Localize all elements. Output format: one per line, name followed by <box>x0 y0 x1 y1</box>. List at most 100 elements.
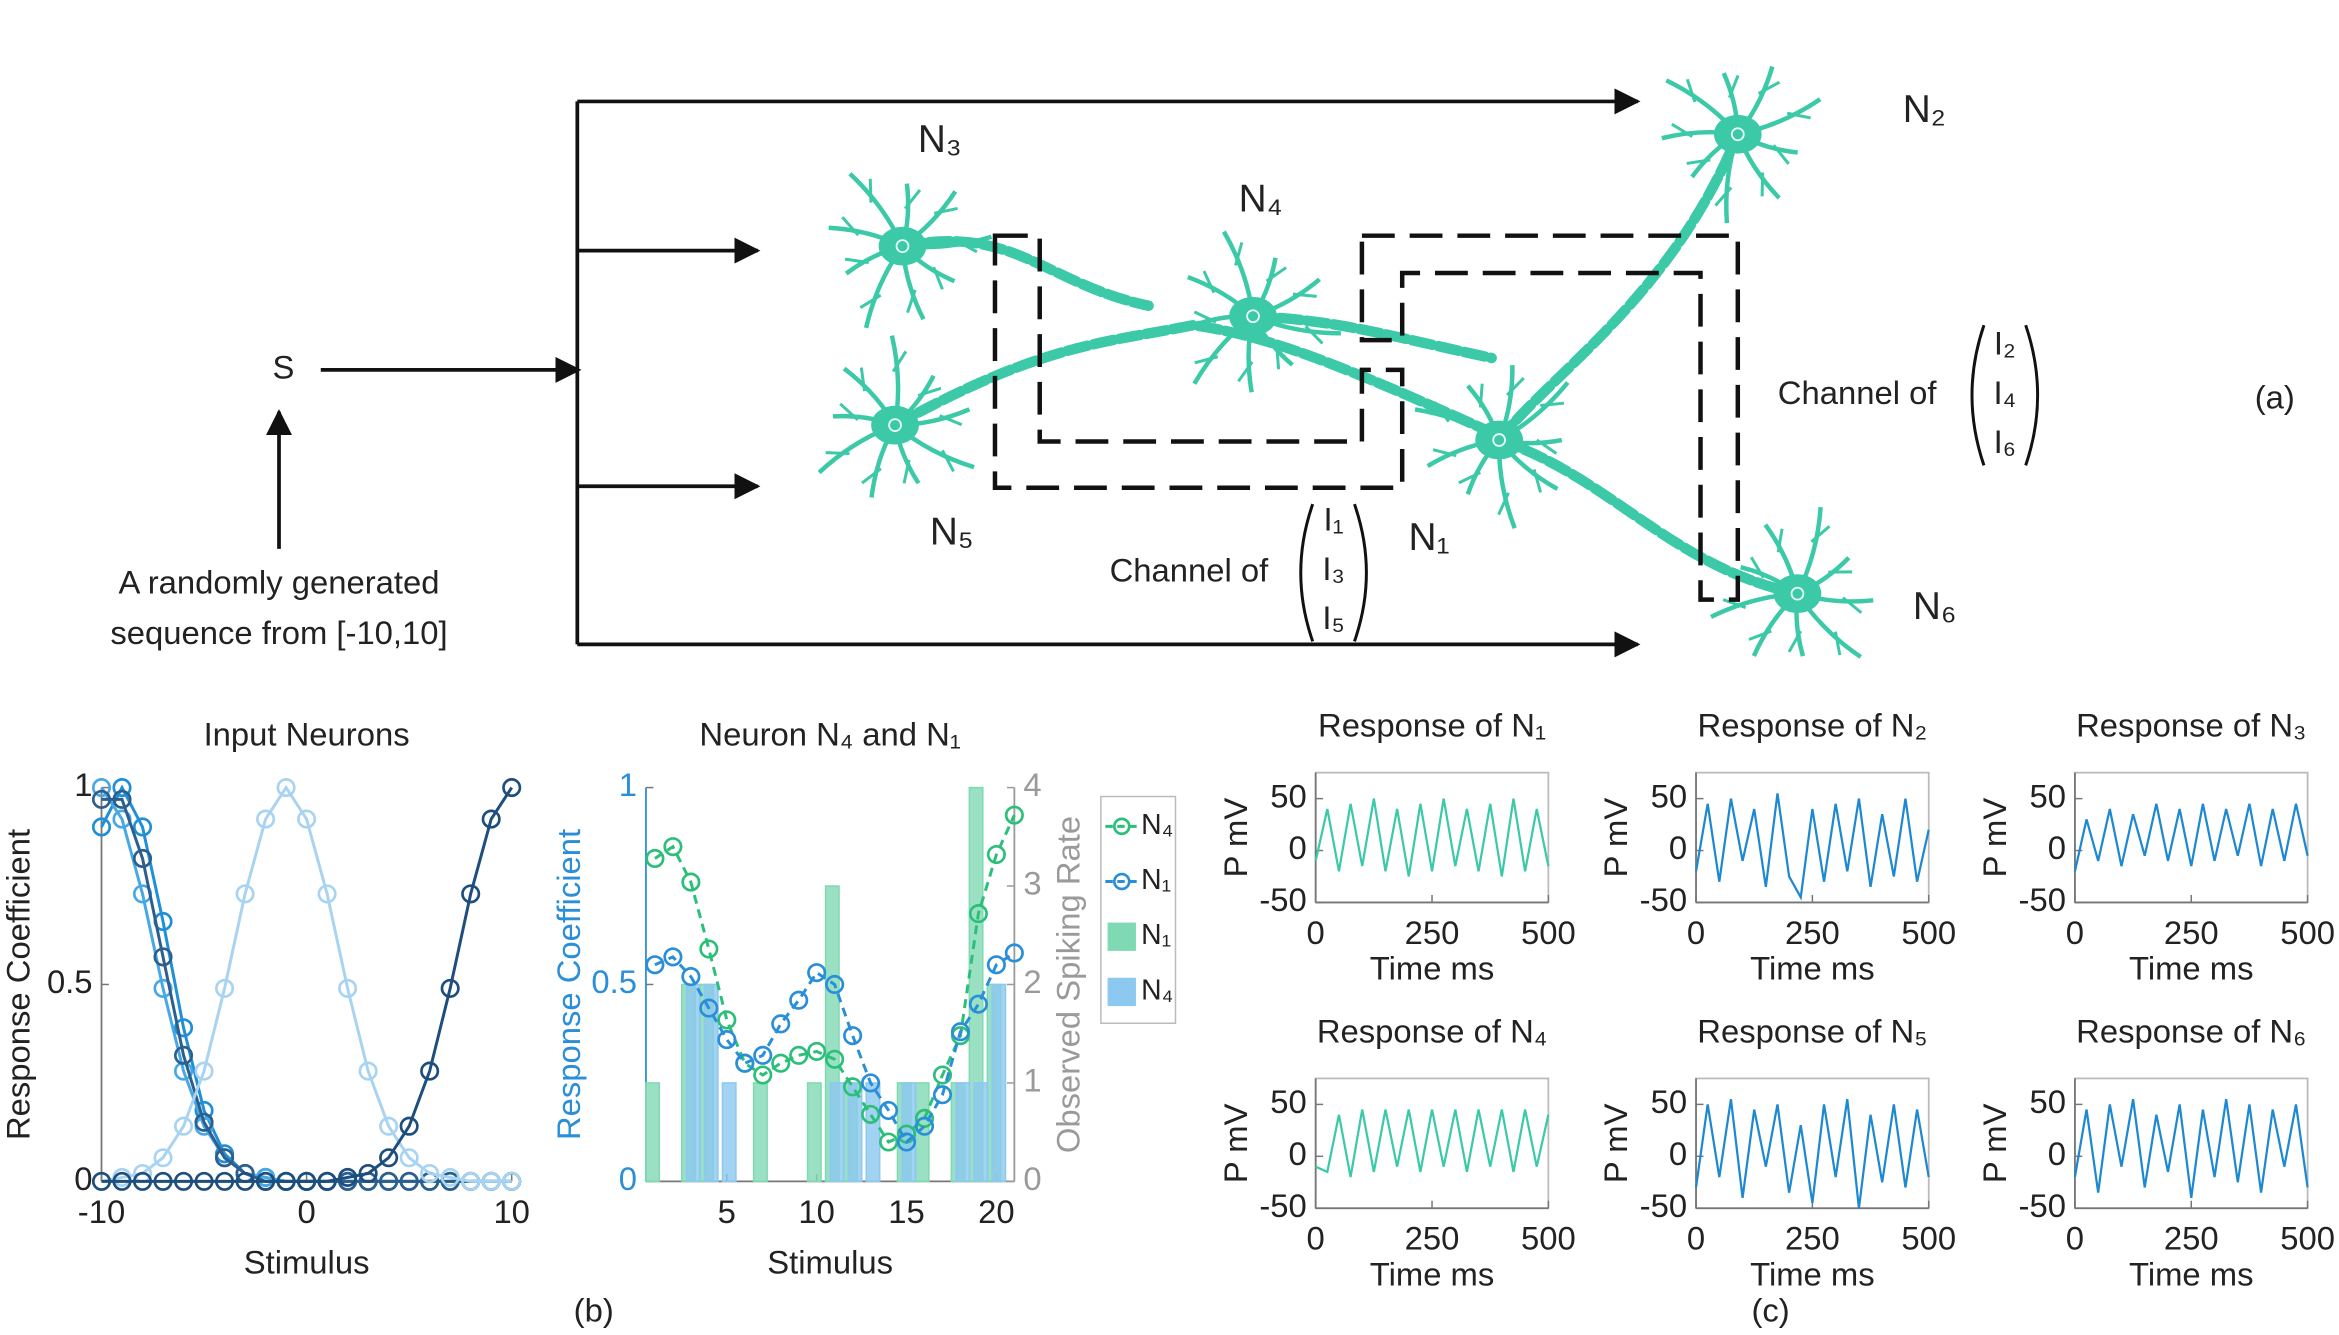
x-tick-label: 10 <box>493 1193 529 1230</box>
x-tick-label: 500 <box>1901 914 1956 951</box>
plot-frame <box>1696 773 1929 903</box>
x-axis-label: Time ms <box>1750 1255 1875 1292</box>
y-tick-label: 50 <box>1651 777 1687 814</box>
y-tick-label: -50 <box>2019 881 2066 918</box>
bar <box>974 1083 987 1181</box>
x-axis-label: Time ms <box>1370 1255 1495 1292</box>
line <box>1696 793 1929 897</box>
x-axis-label: Time ms <box>2129 1255 2254 1292</box>
legend-swatch <box>1108 979 1135 1006</box>
bar <box>830 1083 843 1181</box>
bar <box>848 1083 861 1181</box>
y-tick-label: -50 <box>1640 881 1687 918</box>
legend-label: N₄ <box>1141 809 1173 841</box>
x-tick-label: 0 <box>1307 914 1325 951</box>
neuron-label: N₂ <box>1903 88 1946 131</box>
x-axis-label: Time ms <box>1750 950 1875 987</box>
soma <box>871 406 919 445</box>
y-tick-label: 0 <box>2048 1135 2066 1172</box>
x-tick-label: 0 <box>1687 1220 1705 1257</box>
x-tick-label: 20 <box>978 1193 1014 1230</box>
legend-swatch <box>1108 923 1135 950</box>
page: SA randomly generatedsequence from [-10,… <box>0 0 2339 1335</box>
y-axis-label: Response Coefficient <box>550 829 587 1140</box>
y-tick-label: 0 <box>1288 829 1306 866</box>
bar <box>646 1083 659 1181</box>
legend-label: N₁ <box>1141 864 1171 896</box>
chart-title: Response of N₆ <box>2076 1012 2306 1049</box>
soma <box>1714 115 1762 154</box>
dendrite <box>1759 82 1780 93</box>
y-axis-label: P mV <box>1217 1103 1254 1183</box>
plot-frame <box>1316 773 1549 903</box>
marker <box>844 1027 860 1043</box>
channel-input: I₃ <box>1322 550 1344 587</box>
channel-label: Channel of <box>1778 374 1938 411</box>
neuron-label: N₄ <box>1239 178 1283 221</box>
y-tick-label: 50 <box>2029 777 2065 814</box>
bar <box>992 984 1005 1181</box>
y-tick-label: 1 <box>619 766 637 803</box>
dendrite <box>1480 384 1482 408</box>
y-tick-label: 0.5 <box>591 963 637 1000</box>
neuron-label: N₅ <box>930 510 974 553</box>
y-axis-label: P mV <box>1217 798 1254 878</box>
y-axis-label: P mV <box>1597 1103 1634 1183</box>
dendrite <box>934 267 943 289</box>
dendrite <box>1306 326 1323 343</box>
y-tick-label: 50 <box>1651 1083 1687 1120</box>
soma <box>1475 421 1523 460</box>
y-tick-label: 50 <box>1270 1083 1306 1120</box>
x-tick-label: 500 <box>2280 1220 2335 1257</box>
bar <box>686 984 699 1181</box>
x-tick-label: 500 <box>2280 914 2335 951</box>
legend-label: N₄ <box>1141 974 1173 1006</box>
x-axis-label: Time ms <box>2129 950 2254 987</box>
input-label: S <box>273 349 295 386</box>
y2-tick-label: 3 <box>1023 865 1041 902</box>
soma <box>1229 297 1277 336</box>
x-tick-label: 250 <box>1785 914 1840 951</box>
y-tick-label: -50 <box>1259 1187 1306 1224</box>
legend-label: N₁ <box>1141 919 1171 951</box>
dendrite <box>842 217 858 235</box>
dendrite <box>1534 469 1540 492</box>
x-tick-label: 500 <box>1901 1220 1956 1257</box>
chart-title: Response of N₂ <box>1698 707 1928 744</box>
bar <box>866 1083 879 1181</box>
y-tick-label: 50 <box>1270 777 1306 814</box>
dendrite <box>1749 631 1771 639</box>
channel-input: I₄ <box>1994 374 2016 411</box>
dendrite <box>1751 557 1763 578</box>
channel-input: I₆ <box>1994 423 2016 460</box>
chart-title: Response of N₃ <box>2076 707 2306 744</box>
x-tick-label: 250 <box>1785 1220 1840 1257</box>
dendrite <box>1762 173 1763 197</box>
neuron-label: N₆ <box>1913 585 1957 628</box>
marker <box>791 992 807 1008</box>
chart-title: Input Neurons <box>204 716 410 753</box>
x-tick-label: 250 <box>2164 914 2219 951</box>
chart-title: Response of N₁ <box>1318 707 1546 744</box>
plot-frame <box>1696 1078 1929 1208</box>
x-tick-label: 0 <box>297 1193 315 1230</box>
channel-input: I₁ <box>1323 501 1343 538</box>
line <box>1316 1110 1549 1177</box>
y-tick-label: 0 <box>2048 829 2066 866</box>
x-tick-label: 500 <box>1521 914 1576 951</box>
y-axis-label: P mV <box>1976 798 2013 878</box>
chart-title: Response of N₅ <box>1697 1012 1927 1049</box>
neuron-label: N₁ <box>1409 516 1450 559</box>
panel-label: (a) <box>2255 378 2295 415</box>
plot-frame <box>2075 1078 2308 1208</box>
marker <box>719 1031 735 1047</box>
source-text: sequence from [-10,10] <box>110 614 447 651</box>
x-tick-label: -10 <box>78 1193 125 1230</box>
dendrite <box>1459 473 1481 483</box>
dendrite <box>1277 345 1279 369</box>
x-tick-label: 250 <box>1405 914 1460 951</box>
marker <box>808 964 824 980</box>
panel-label: (b) <box>574 1291 614 1328</box>
y-tick-label: 50 <box>2029 1083 2065 1120</box>
bar <box>754 1083 767 1181</box>
